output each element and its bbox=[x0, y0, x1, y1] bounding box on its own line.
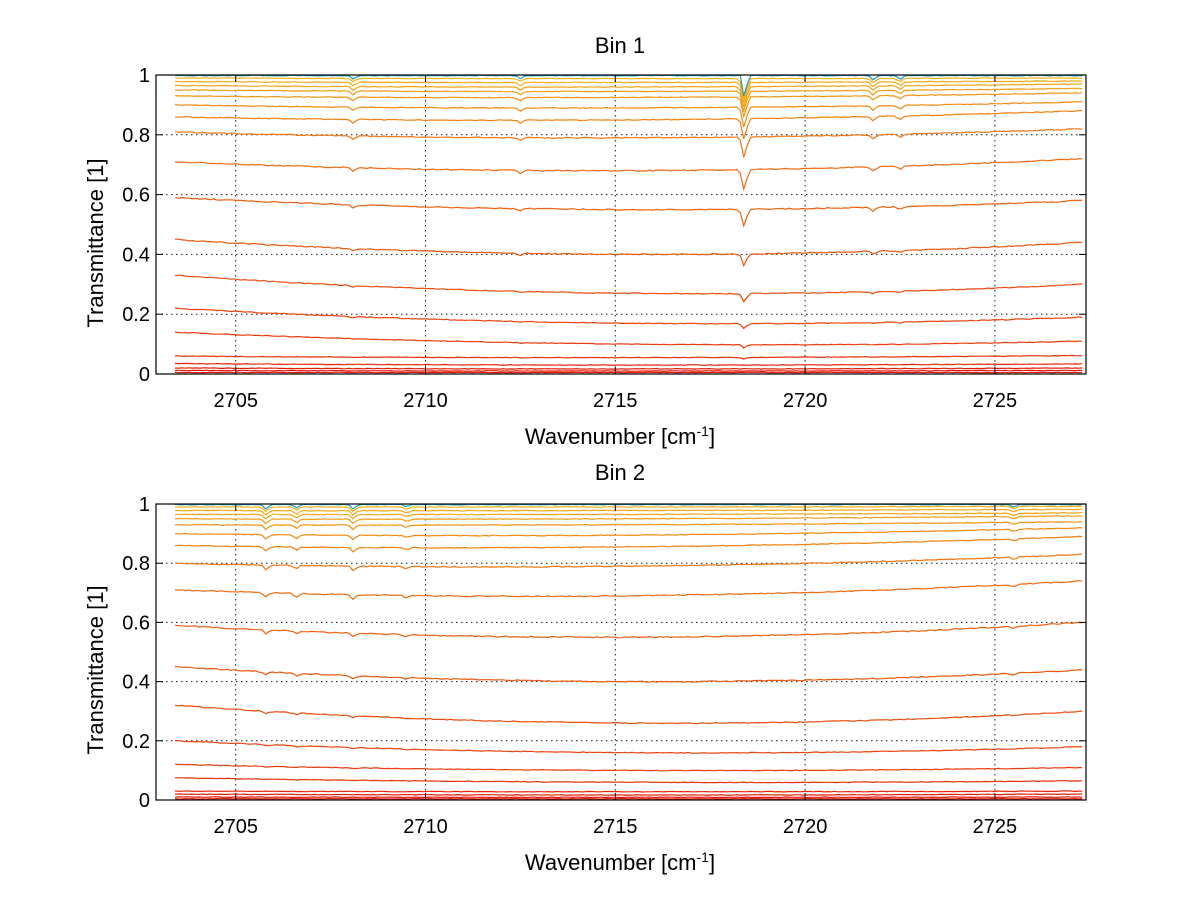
x-axis-label: Wavenumber [cm-1] bbox=[525, 849, 715, 875]
grid bbox=[156, 503, 1086, 801]
series-line bbox=[174, 535, 1083, 553]
y-tick-label: 0.8 bbox=[122, 553, 150, 575]
y-tick-label: 0.2 bbox=[122, 731, 150, 753]
series-line bbox=[174, 77, 1083, 100]
series-line bbox=[174, 553, 1083, 572]
y-axis-label: Transmittance [1] bbox=[83, 158, 108, 327]
x-tick-label: 2725 bbox=[973, 390, 1018, 412]
series-line bbox=[174, 74, 1083, 96]
series-line bbox=[174, 362, 1083, 366]
series-line bbox=[174, 508, 1083, 516]
x-tick-label: 2705 bbox=[213, 816, 258, 838]
series-group bbox=[174, 74, 1083, 374]
series-line bbox=[174, 505, 1083, 513]
y-tick-label: 1 bbox=[139, 494, 150, 516]
series-line bbox=[174, 354, 1083, 360]
plot-axes bbox=[155, 503, 1087, 801]
plot-axes bbox=[155, 74, 1087, 375]
series-line bbox=[174, 580, 1083, 601]
series-line bbox=[174, 307, 1083, 330]
series-line bbox=[174, 369, 1083, 372]
y-tick-label: 0.2 bbox=[122, 304, 150, 326]
panel-bin-1: Bin 1 2705 2710 2715 2720 2725 0 0.2 0.4 0.6 0.8… bbox=[83, 33, 1087, 449]
series-line bbox=[174, 797, 1083, 800]
y-tick-label: 0.4 bbox=[122, 672, 150, 694]
series-line bbox=[174, 793, 1083, 796]
y-axis-label: Transmittance [1] bbox=[83, 585, 108, 754]
series-line bbox=[174, 371, 1083, 374]
x-tick-label: 2715 bbox=[593, 390, 638, 412]
x-tick-label: 2725 bbox=[973, 816, 1018, 838]
y-tick-label: 0.6 bbox=[122, 185, 150, 207]
chart-title: Bin 1 bbox=[595, 33, 645, 58]
y-tick-label: 0 bbox=[139, 364, 150, 386]
series-line bbox=[174, 521, 1083, 531]
series-line bbox=[174, 777, 1083, 784]
series-line bbox=[174, 621, 1083, 639]
series-line bbox=[174, 92, 1083, 120]
x-tick-label: 2720 bbox=[783, 390, 828, 412]
x-tick-label: 2710 bbox=[403, 816, 448, 838]
x-tick-label: 2710 bbox=[403, 390, 448, 412]
series-line bbox=[174, 704, 1083, 725]
y-ticks: 0 0.2 0.4 0.6 0.8 1 bbox=[122, 494, 1086, 812]
series-line bbox=[175, 238, 1083, 268]
series-line bbox=[174, 274, 1083, 303]
x-tick-label: 2705 bbox=[213, 390, 258, 412]
y-ticks: 0 0.2 0.4 0.6 0.8 1 bbox=[122, 65, 1086, 386]
y-tick-label: 1 bbox=[139, 65, 150, 87]
series-line bbox=[174, 196, 1083, 228]
series-line bbox=[174, 367, 1083, 370]
y-tick-label: 0.4 bbox=[122, 244, 150, 266]
series-line bbox=[174, 101, 1083, 128]
series-line bbox=[174, 763, 1083, 772]
panel-bin-2: Bin 2 2705 2710 2715 2720 2725 0 0.2 0.4 0.6 0.8… bbox=[83, 460, 1087, 875]
x-tick-label: 2720 bbox=[783, 816, 828, 838]
series-line bbox=[174, 511, 1083, 520]
x-ticks: 2705 2710 2715 2720 2725 bbox=[213, 75, 1017, 412]
x-axis-label: Wavenumber [cm-1] bbox=[525, 423, 715, 449]
series-line bbox=[174, 157, 1083, 192]
x-ticks: 2705 2710 2715 2720 2725 bbox=[213, 504, 1017, 838]
y-tick-label: 0.6 bbox=[122, 612, 150, 634]
series-line bbox=[174, 526, 1083, 541]
y-tick-label: 0.8 bbox=[122, 125, 150, 147]
series-line bbox=[174, 739, 1083, 754]
series-line bbox=[174, 796, 1083, 799]
chart-title: Bin 2 bbox=[595, 460, 645, 485]
x-tick-label: 2715 bbox=[593, 816, 638, 838]
series-line bbox=[175, 109, 1083, 139]
series-line bbox=[174, 83, 1083, 107]
series-line bbox=[174, 80, 1083, 103]
series-group bbox=[174, 503, 1083, 800]
series-line bbox=[174, 331, 1083, 349]
series-line bbox=[174, 128, 1083, 158]
series-line bbox=[174, 790, 1083, 793]
y-tick-label: 0 bbox=[139, 790, 150, 812]
series-line bbox=[174, 515, 1083, 525]
series-line bbox=[174, 666, 1083, 683]
series-line bbox=[174, 87, 1083, 112]
